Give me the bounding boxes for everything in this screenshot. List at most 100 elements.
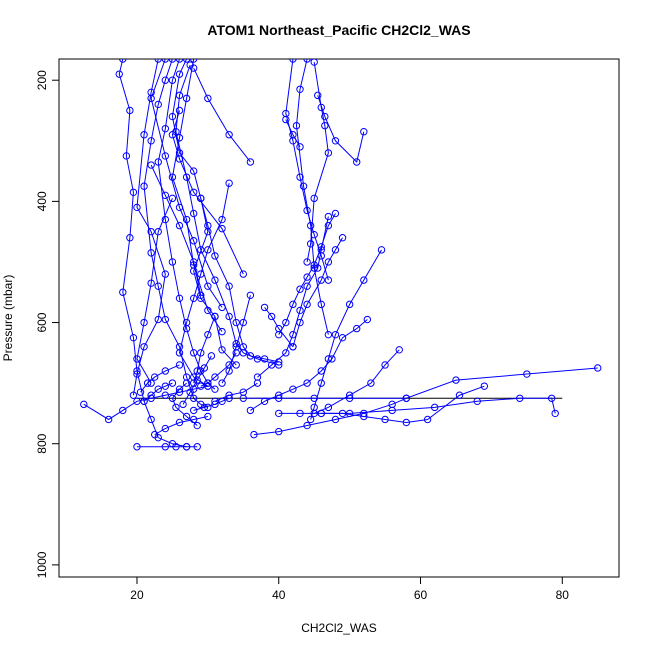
data-point xyxy=(239,388,248,396)
series-line xyxy=(253,397,407,436)
data-point xyxy=(275,409,283,418)
series-line xyxy=(313,349,400,414)
data-point xyxy=(175,361,184,369)
data-point xyxy=(119,288,127,296)
data-point xyxy=(150,430,159,439)
data-point xyxy=(161,270,170,278)
series-line xyxy=(143,59,209,408)
data-point xyxy=(207,352,216,360)
data-point xyxy=(175,385,184,393)
data-point xyxy=(175,294,184,303)
data-point xyxy=(122,152,131,160)
data-point xyxy=(306,240,315,248)
data-point xyxy=(182,59,191,63)
data-point xyxy=(197,291,205,299)
data-point xyxy=(324,149,333,157)
data-point xyxy=(246,406,255,415)
series-8 xyxy=(147,59,226,312)
data-point xyxy=(168,131,177,139)
data-point xyxy=(154,315,162,324)
y-tick-label: 800 xyxy=(35,433,49,453)
data-point xyxy=(310,230,318,239)
data-point xyxy=(253,379,262,387)
data-point xyxy=(317,246,325,254)
data-point xyxy=(296,85,304,93)
series-2 xyxy=(129,59,170,399)
x-tick-label: 40 xyxy=(272,588,286,602)
data-point xyxy=(275,394,283,402)
data-point xyxy=(289,385,297,393)
series-23 xyxy=(306,246,386,424)
data-point xyxy=(324,258,333,266)
data-point xyxy=(119,406,127,415)
data-point xyxy=(289,59,297,63)
data-point xyxy=(282,318,290,327)
data-point xyxy=(129,333,138,342)
data-point xyxy=(189,59,198,63)
data-point xyxy=(175,59,184,63)
data-point xyxy=(189,167,198,175)
data-point xyxy=(246,158,255,166)
data-point xyxy=(225,282,233,290)
data-point xyxy=(367,379,375,387)
data-point xyxy=(136,388,145,396)
data-point xyxy=(296,306,304,315)
data-point xyxy=(182,318,191,327)
data-point xyxy=(547,394,556,402)
data-point xyxy=(182,94,191,103)
data-point xyxy=(211,312,219,321)
data-point xyxy=(480,382,489,390)
data-point xyxy=(225,367,233,375)
data-point xyxy=(246,352,255,360)
data-point xyxy=(317,367,325,375)
data-point xyxy=(133,203,141,212)
data-point xyxy=(175,70,184,78)
series-line xyxy=(182,355,212,405)
data-point xyxy=(218,215,226,224)
series-25 xyxy=(246,315,372,415)
data-point xyxy=(147,161,155,169)
data-point xyxy=(161,424,170,433)
data-point xyxy=(143,379,152,387)
data-point xyxy=(197,382,205,390)
data-point xyxy=(182,173,191,181)
data-point xyxy=(303,379,311,387)
data-point xyxy=(402,418,411,427)
y-tick-label: 1000 xyxy=(35,551,49,578)
series-12 xyxy=(133,194,177,387)
data-point xyxy=(154,100,162,109)
data-point xyxy=(267,312,276,321)
series-line xyxy=(150,59,223,308)
data-point xyxy=(225,391,233,399)
data-point xyxy=(147,94,155,103)
series-line xyxy=(278,213,336,335)
data-point xyxy=(353,158,361,166)
series-39 xyxy=(211,379,262,406)
data-point xyxy=(317,409,325,418)
series-line xyxy=(292,237,343,347)
data-point xyxy=(260,303,269,312)
series-11 xyxy=(147,161,205,299)
data-point xyxy=(282,349,290,357)
series-38 xyxy=(197,349,240,390)
data-point xyxy=(129,391,138,399)
data-point xyxy=(189,406,198,415)
data-point xyxy=(423,415,432,424)
data-point xyxy=(395,346,403,354)
data-point xyxy=(204,330,212,339)
series-line xyxy=(175,64,279,366)
data-point xyxy=(140,131,148,139)
data-point xyxy=(154,385,162,393)
data-point xyxy=(197,246,205,254)
series-line xyxy=(193,67,251,163)
data-point xyxy=(345,300,354,309)
data-point xyxy=(275,427,283,436)
data-point xyxy=(211,373,219,381)
series-18 xyxy=(314,91,368,166)
y-tick-label: 200 xyxy=(35,70,49,90)
data-point xyxy=(218,379,226,387)
data-point xyxy=(331,209,340,218)
data-point xyxy=(175,106,184,115)
data-point xyxy=(175,134,184,142)
series-line xyxy=(310,249,382,420)
